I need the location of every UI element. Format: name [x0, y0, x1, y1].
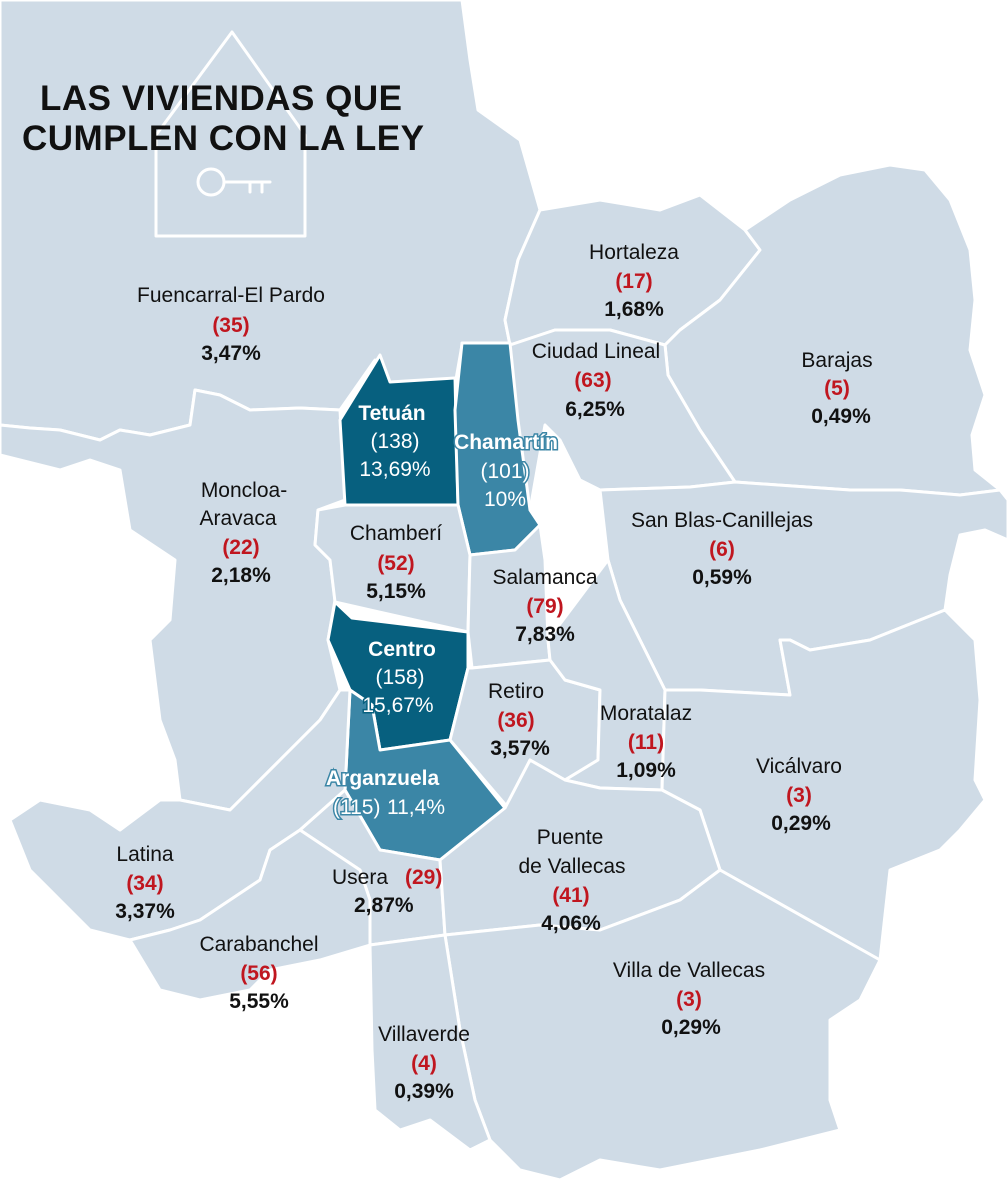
district-count: (41): [552, 884, 589, 907]
district-name: Hortaleza: [589, 241, 679, 264]
district-name: Villa de Vallecas: [613, 959, 765, 982]
label-chamberi: Chamberí (52) 5,15%: [350, 522, 442, 603]
title-line-2: CUMPLEN CON LA LEY: [22, 119, 424, 158]
district-count: (79): [526, 595, 563, 618]
label-moncloa: Moncloa- Aravaca (22) 2,18%: [199, 479, 287, 587]
district-count: (158): [375, 666, 424, 689]
district-count: (138): [370, 430, 419, 453]
label-hortaleza: Hortaleza (17) 1,68%: [589, 241, 679, 321]
label-usera: Usera (29) 2,87%: [332, 866, 442, 917]
label-villaverde: Villaverde (4) 0,39%: [378, 1023, 470, 1103]
title-line-1: LAS VIVIENDAS QUE: [40, 79, 402, 118]
district-pct: 5,15%: [366, 580, 426, 603]
district-name: Villaverde: [378, 1023, 470, 1046]
label-chamartin: Chamartín (101) 10%: [453, 430, 560, 513]
district-name: San Blas-Canillejas: [631, 509, 813, 532]
label-barajas: Barajas (5) 0,49%: [801, 349, 872, 428]
district-count: (34): [126, 872, 163, 895]
label-san-blas: San Blas-Canillejas (6) 0,59%: [631, 509, 813, 589]
district-pct: 5,55%: [229, 990, 289, 1013]
district-name: Salamanca: [492, 566, 597, 589]
district-pct: 3,57%: [490, 737, 550, 760]
district-pct: 3,47%: [201, 342, 261, 365]
district-count: (35): [212, 314, 249, 337]
district-name: Vicálvaro: [756, 755, 842, 778]
district-count: (22): [222, 536, 259, 559]
district-count: (3): [676, 988, 702, 1011]
district-pct: 13,69%: [359, 458, 430, 481]
district-name: Centro: [368, 638, 436, 661]
district-pct: 7,83%: [515, 623, 575, 646]
district-name: Retiro: [488, 680, 544, 703]
district-pct: 0,29%: [771, 812, 831, 835]
district-name: Tetuán: [358, 402, 425, 425]
district-pct: 0,59%: [692, 566, 752, 589]
district-pct: 0,29%: [661, 1016, 721, 1039]
district-name-line-2: Aravaca: [199, 507, 276, 530]
label-moratalaz: Moratalaz (11) 1,09%: [600, 702, 692, 782]
district-pct: 2,87%: [354, 894, 414, 917]
district-name: Fuencarral-El Pardo: [137, 284, 325, 307]
district-carabanchel: [128, 828, 372, 1002]
district-count: (6): [709, 538, 735, 561]
district-count: (36): [497, 709, 534, 732]
label-villa-vallecas: Villa de Vallecas (3) 0,29%: [613, 959, 765, 1039]
district-pct: 6,25%: [565, 398, 625, 421]
label-salamanca: Salamanca (79) 7,83%: [492, 566, 597, 646]
district-name-line-2: de Vallecas: [518, 855, 625, 878]
label-carabanchel: Carabanchel (56) 5,55%: [199, 933, 318, 1013]
label-retiro: Retiro (36) 3,57%: [488, 680, 550, 760]
district-pct: 3,37%: [115, 900, 175, 923]
district-count: (17): [615, 270, 652, 293]
district-name: Chamartín: [454, 431, 558, 454]
district-pct: 0,39%: [394, 1080, 454, 1103]
district-count: (3): [786, 784, 812, 807]
label-fuencarral: Fuencarral-El Pardo (35) 3,47%: [137, 284, 325, 365]
district-name: Latina: [116, 843, 174, 866]
district-pct: 1,68%: [604, 298, 664, 321]
district-count: (101): [480, 460, 529, 483]
district-pct: 0,49%: [811, 405, 871, 428]
district-count: (11): [628, 731, 664, 754]
label-latina: Latina (34) 3,37%: [115, 843, 175, 923]
label-tetuan: Tetuán (138) 13,69%: [358, 402, 430, 481]
label-puente-vallecas: Puente de Vallecas (41) 4,06%: [518, 826, 625, 935]
district-count: (29): [405, 866, 442, 889]
district-name: Carabanchel: [199, 933, 318, 956]
district-name: Chamberí: [350, 522, 442, 545]
district-villaverde: [368, 933, 492, 1152]
district-pct: 11,4%: [387, 796, 445, 819]
district-pct: 2,18%: [211, 564, 271, 587]
label-centro: Centro (158) 15,67%: [361, 637, 437, 719]
district-name-line-1: Puente: [537, 826, 604, 849]
district-count: (115): [333, 796, 380, 819]
label-arganzuela: Arganzuela (115) 11,4%: [325, 766, 447, 821]
district-barajas: [663, 163, 1002, 497]
district-name: Ciudad Lineal: [532, 340, 660, 363]
district-pct: 4,06%: [541, 912, 601, 935]
district-pct: 1,09%: [616, 759, 676, 782]
district-pct: 15,67%: [362, 694, 433, 717]
district-name-line-1: Moncloa-: [201, 479, 287, 502]
district-count: (4): [411, 1052, 437, 1075]
district-count: (52): [377, 552, 414, 575]
district-name: Arganzuela: [326, 767, 440, 790]
district-count: (56): [240, 962, 277, 985]
district-name: Usera: [332, 866, 388, 889]
district-latina: [8, 688, 352, 942]
district-count: (63): [574, 369, 611, 392]
house-key-icon: [154, 30, 307, 238]
district-pct: 10%: [484, 488, 526, 511]
district-moncloa: [0, 388, 347, 812]
district-count: (5): [824, 377, 850, 400]
label-vicalvaro: Vicálvaro (3) 0,29%: [756, 755, 842, 835]
district-name: Barajas: [801, 349, 872, 372]
label-ciudad-lineal: Ciudad Lineal (63) 6,25%: [532, 340, 660, 421]
district-name: Moratalaz: [600, 702, 692, 725]
